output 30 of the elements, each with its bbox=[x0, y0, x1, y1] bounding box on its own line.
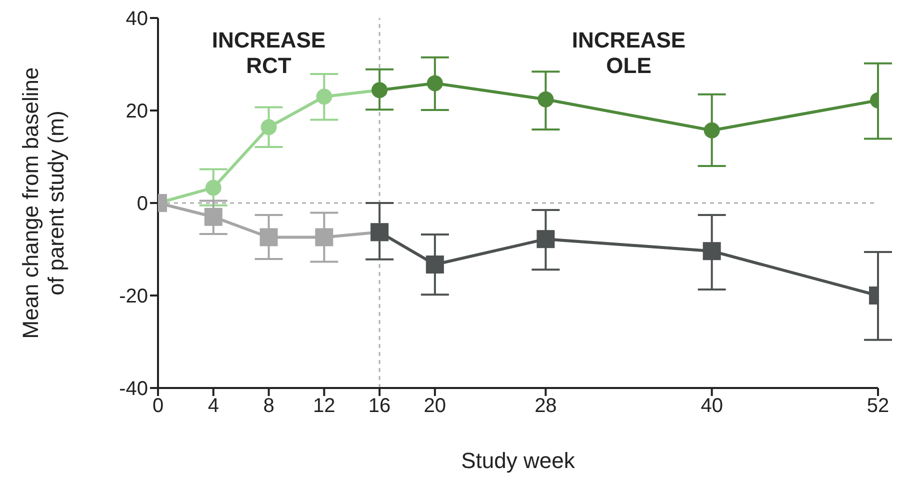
x-tick-label: 20 bbox=[424, 395, 446, 418]
point bbox=[702, 242, 721, 260]
y-tick-label: 20 bbox=[126, 100, 148, 123]
point bbox=[260, 119, 277, 136]
x-tick-label: 8 bbox=[263, 395, 274, 418]
annotation: INCREASE RCT bbox=[212, 28, 326, 78]
y-tick-label: 0 bbox=[136, 193, 148, 216]
x-tick-label: 12 bbox=[313, 395, 336, 418]
point bbox=[260, 228, 278, 246]
x-tick-label: 52 bbox=[866, 395, 890, 418]
annotation: INCREASE OLE bbox=[572, 28, 686, 78]
y-tick-label: 40 bbox=[126, 8, 148, 30]
point bbox=[316, 88, 332, 105]
point bbox=[536, 230, 555, 248]
x-tick-label: 0 bbox=[152, 395, 164, 418]
y-tick-label: -20 bbox=[119, 286, 148, 308]
x-tick-label: 16 bbox=[368, 395, 391, 418]
point bbox=[426, 75, 443, 92]
x-axis-title: Study week bbox=[461, 448, 576, 473]
point bbox=[426, 256, 444, 274]
point bbox=[204, 208, 222, 226]
point bbox=[538, 91, 554, 108]
x-tick-label: 28 bbox=[534, 395, 557, 418]
x-tick-label: 40 bbox=[700, 395, 723, 418]
x-tick-label: 4 bbox=[208, 395, 219, 418]
point bbox=[704, 122, 720, 138]
point bbox=[315, 228, 334, 246]
y-tick-label: -40 bbox=[119, 378, 148, 400]
point bbox=[205, 180, 222, 196]
y-axis-title: Mean change from baseline of parent study (m) bbox=[18, 67, 68, 339]
